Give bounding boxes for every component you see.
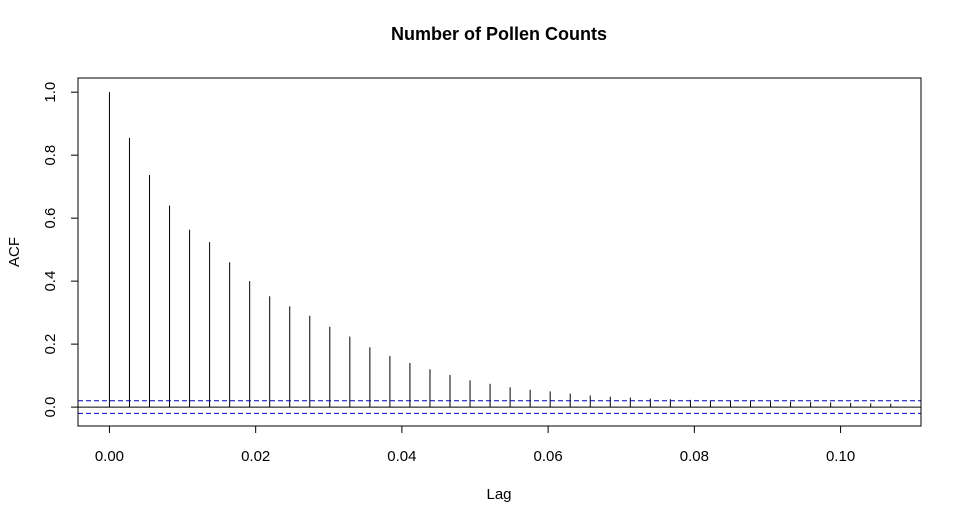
acf-bars	[108, 92, 892, 408]
plot-frame	[77, 77, 922, 427]
x-tick-label: 0.10	[826, 448, 855, 465]
x-tick-label: 0.06	[534, 448, 563, 465]
chart-title: Number of Pollen Counts	[391, 24, 607, 44]
y-tick-label: 0.6	[42, 208, 59, 229]
x-axis-label: Lag	[486, 486, 511, 503]
y-tick-label: 0.4	[42, 271, 59, 292]
y-tick-label: 0.2	[42, 334, 59, 355]
y-tick-label: 0.0	[42, 397, 59, 418]
confidence-bounds	[78, 400, 921, 414]
x-tick-label: 0.02	[241, 448, 270, 465]
y-tick-label: 0.8	[42, 145, 59, 166]
x-tick-label: 0.00	[95, 448, 124, 465]
y-axis: 0.0 0.2 0.4 0.6 0.8 1.0	[42, 82, 79, 418]
x-axis: 0.00 0.02 0.04 0.06 0.08 0.10	[95, 425, 855, 465]
y-tick-label: 1.0	[42, 82, 59, 103]
x-tick-label: 0.04	[387, 448, 416, 465]
y-axis-label: ACF	[6, 237, 23, 267]
x-tick-label: 0.08	[680, 448, 709, 465]
